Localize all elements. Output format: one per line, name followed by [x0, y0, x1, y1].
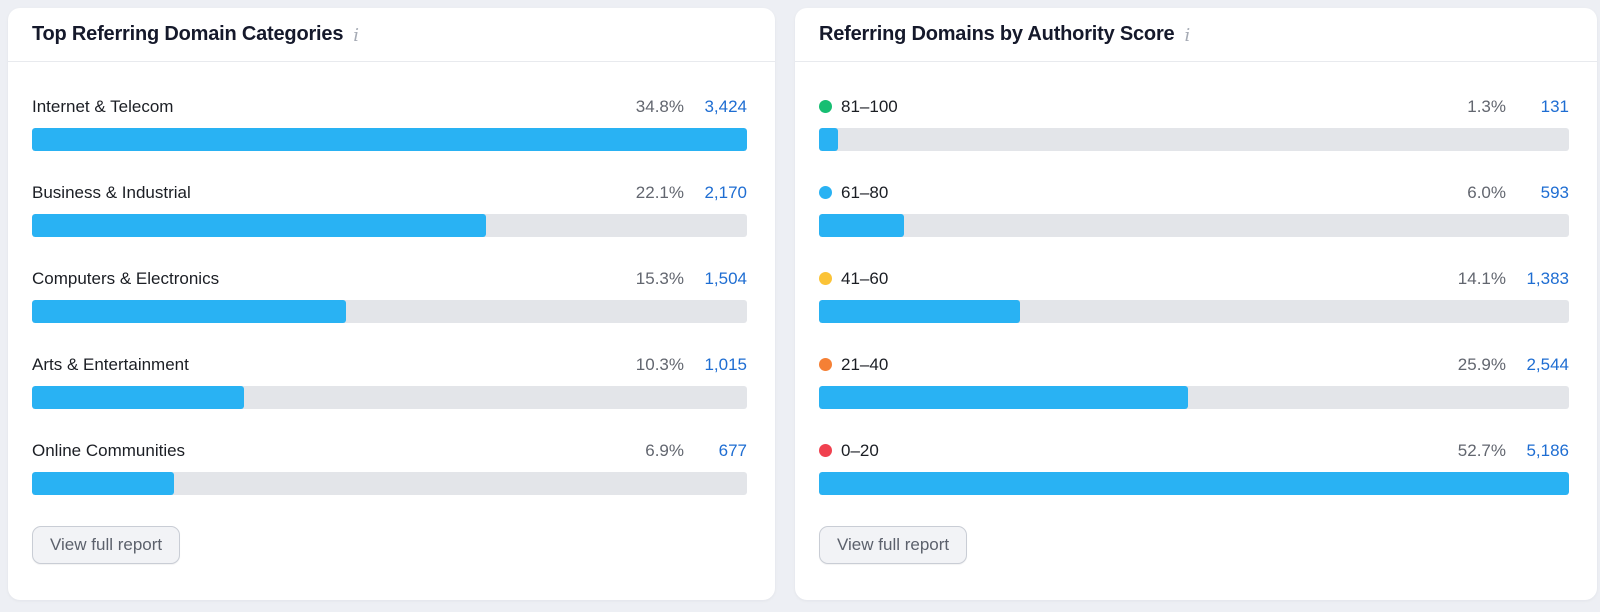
view-full-report-button[interactable]: View full report — [32, 526, 181, 564]
count-link[interactable]: 2,170 — [704, 182, 747, 202]
bar-row: Arts & Entertainment 10.3% 1,015 — [32, 354, 747, 409]
count-link[interactable]: 1,504 — [704, 268, 747, 288]
card-header: Top Referring Domain Categories i — [8, 8, 775, 62]
count-link[interactable]: 593 — [1540, 182, 1569, 202]
bar-fill — [819, 128, 838, 151]
row-label: 81–100 — [841, 96, 898, 116]
bar-track — [32, 214, 747, 237]
bar-track — [819, 300, 1569, 323]
percent-value: 22.1% — [635, 182, 684, 202]
bar-row-header: 41–60 14.1% 1,383 — [819, 268, 1569, 289]
row-label: Internet & Telecom — [32, 96, 174, 116]
bar-row: 81–100 1.3% 131 — [819, 96, 1569, 151]
percent-value: 34.8% — [635, 96, 684, 116]
bar-fill — [32, 472, 174, 495]
bar-row: 61–80 6.0% 593 — [819, 182, 1569, 237]
bar-track — [819, 386, 1569, 409]
bar-fill — [819, 386, 1188, 409]
count-link[interactable]: 131 — [1540, 96, 1569, 116]
bar-row-header: Internet & Telecom 34.8% 3,424 — [32, 96, 747, 117]
bar-fill — [32, 386, 244, 409]
bar-row: 41–60 14.1% 1,383 — [819, 268, 1569, 323]
count-link[interactable]: 2,544 — [1526, 354, 1569, 374]
bar-fill — [819, 300, 1020, 323]
score-range-dot — [819, 444, 832, 457]
bar-fill — [32, 128, 747, 151]
bar-row-header: 61–80 6.0% 593 — [819, 182, 1569, 203]
bar-fill — [32, 214, 487, 237]
card-body: 81–100 1.3% 131 61–80 6.0% 593 41–60 14.1% 1,383… — [795, 62, 1597, 564]
info-icon[interactable]: i — [1184, 24, 1191, 46]
bar-row-header: 0–20 52.7% 5,186 — [819, 440, 1569, 461]
row-label: 21–40 — [841, 354, 889, 374]
row-label: 41–60 — [841, 268, 889, 288]
bar-track — [32, 472, 747, 495]
score-range-dot — [819, 100, 832, 113]
bar-row-header: Online Communities 6.9% 677 — [32, 440, 747, 461]
bar-fill — [819, 472, 1569, 495]
percent-value: 10.3% — [635, 354, 684, 374]
count-link[interactable]: 3,424 — [704, 96, 747, 116]
card-header: Referring Domains by Authority Score i — [795, 8, 1597, 62]
bar-row-header: Business & Industrial 22.1% 2,170 — [32, 182, 747, 203]
bar-row-header: 21–40 25.9% 2,544 — [819, 354, 1569, 375]
percent-value: 6.0% — [1467, 182, 1506, 202]
bar-row-list: 81–100 1.3% 131 61–80 6.0% 593 41–60 14.1% 1,383… — [819, 96, 1569, 495]
row-label: Computers & Electronics — [32, 268, 220, 288]
bar-row: 0–20 52.7% 5,186 — [819, 440, 1569, 495]
card-title: Referring Domains by Authority Score — [819, 23, 1175, 45]
percent-value: 6.9% — [645, 440, 684, 460]
row-label: Business & Industrial — [32, 182, 191, 202]
bar-row: Online Communities 6.9% 677 — [32, 440, 747, 495]
bar-track — [819, 472, 1569, 495]
percent-value: 25.9% — [1457, 354, 1506, 374]
bar-row-header: 81–100 1.3% 131 — [819, 96, 1569, 117]
percent-value: 1.3% — [1467, 96, 1506, 116]
bar-track — [819, 128, 1569, 151]
count-link[interactable]: 677 — [718, 440, 747, 460]
score-range-dot — [819, 272, 832, 285]
card-title: Top Referring Domain Categories — [32, 23, 344, 45]
percent-value: 15.3% — [635, 268, 684, 288]
bar-row: Business & Industrial 22.1% 2,170 — [32, 182, 747, 237]
bar-track — [32, 128, 747, 151]
count-link[interactable]: 5,186 — [1526, 440, 1569, 460]
bar-track — [32, 300, 747, 323]
card-body: Internet & Telecom 34.8% 3,424 Business & I… — [8, 62, 775, 564]
score-range-dot — [819, 186, 832, 199]
bar-track — [819, 214, 1569, 237]
bar-row-header: Arts & Entertainment 10.3% 1,015 — [32, 354, 747, 375]
score-range-dot — [819, 358, 832, 371]
view-full-report-button[interactable]: View full report — [819, 526, 968, 564]
bar-track — [32, 386, 747, 409]
row-label: 0–20 — [841, 440, 879, 460]
row-label: 61–80 — [841, 182, 889, 202]
bar-fill — [32, 300, 347, 323]
row-label: Arts & Entertainment — [32, 354, 189, 374]
count-link[interactable]: 1,383 — [1526, 268, 1569, 288]
row-label: Online Communities — [32, 440, 186, 460]
card-top-referring-domain-categories: Top Referring Domain Categories i Intern… — [8, 8, 775, 600]
bar-row: Internet & Telecom 34.8% 3,424 — [32, 96, 747, 151]
card-referring-domains-by-authority-score: Referring Domains by Authority Score i 8… — [795, 8, 1597, 600]
bar-row-list: Internet & Telecom 34.8% 3,424 Business & I… — [32, 96, 747, 495]
bar-row-header: Computers & Electronics 15.3% 1,504 — [32, 268, 747, 289]
bar-row: Computers & Electronics 15.3% 1,504 — [32, 268, 747, 323]
info-icon[interactable]: i — [353, 24, 360, 46]
percent-value: 14.1% — [1457, 268, 1506, 288]
percent-value: 52.7% — [1457, 440, 1506, 460]
bar-row: 21–40 25.9% 2,544 — [819, 354, 1569, 409]
bar-fill — [819, 214, 905, 237]
count-link[interactable]: 1,015 — [704, 354, 747, 374]
